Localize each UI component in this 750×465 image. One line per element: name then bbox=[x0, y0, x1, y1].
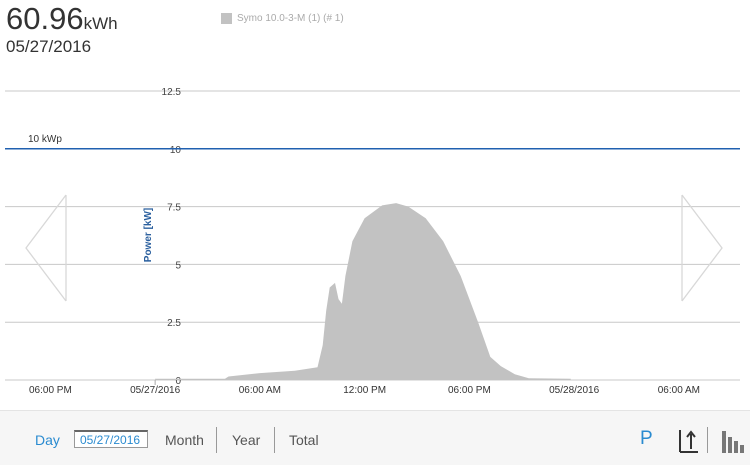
chart-legend[interactable]: Symo 10.0-3-M (1) (# 1) bbox=[221, 13, 344, 24]
peak-power-label: 10 kWp bbox=[28, 134, 62, 145]
bar-chart-icon bbox=[722, 431, 744, 453]
y-axis-label: Power [kW] bbox=[143, 208, 154, 262]
y-tick-label: 0 bbox=[175, 376, 181, 387]
previous-day-arrow[interactable] bbox=[24, 193, 68, 303]
chevron-right-icon bbox=[681, 194, 723, 302]
divider bbox=[707, 427, 708, 453]
power-chart: 0 2.5 5 7.5 10 12.5 10 kWp Power [kW] 06:00 P… bbox=[5, 87, 740, 396]
legend-label: Symo 10.0-3-M (1) (# 1) bbox=[237, 13, 344, 24]
x-tick-label: 05/27/2016 bbox=[130, 385, 180, 396]
x-tick-label: 06:00 AM bbox=[239, 385, 281, 396]
selected-date: 05/27/2016 bbox=[6, 37, 92, 56]
axis-scale-button[interactable] bbox=[677, 428, 699, 454]
next-day-arrow[interactable] bbox=[680, 193, 724, 303]
tab-month[interactable]: Month bbox=[165, 432, 204, 448]
energy-value: 60.96 bbox=[6, 1, 84, 36]
x-tick-label: 12:00 PM bbox=[343, 385, 386, 396]
power-view-button[interactable]: P bbox=[640, 428, 653, 449]
x-tick-label: 05/28/2016 bbox=[549, 385, 599, 396]
date-picker-input[interactable] bbox=[74, 430, 148, 448]
chevron-left-icon bbox=[25, 194, 67, 302]
tab-year[interactable]: Year bbox=[232, 432, 261, 448]
y-tick-label: 10 bbox=[170, 145, 182, 156]
y-tick-label: 12.5 bbox=[162, 87, 182, 98]
x-tick-label: 06:00 PM bbox=[29, 385, 72, 396]
divider bbox=[216, 427, 217, 453]
power-area bbox=[155, 203, 571, 380]
x-tick-label: 06:00 PM bbox=[448, 385, 491, 396]
y-tick-label: 5 bbox=[175, 260, 181, 271]
legend-swatch bbox=[221, 13, 232, 24]
period-toolbar: Day Month Year Total P bbox=[0, 410, 750, 465]
tab-day[interactable]: Day bbox=[35, 432, 60, 448]
tab-total[interactable]: Total bbox=[289, 432, 319, 448]
y-tick-label: 7.5 bbox=[167, 203, 181, 214]
energy-unit: kWh bbox=[83, 14, 118, 33]
chart-type-button[interactable] bbox=[720, 429, 748, 455]
divider bbox=[274, 427, 275, 453]
y-tick-label: 2.5 bbox=[167, 318, 181, 329]
energy-total: 60.96kWh bbox=[6, 2, 118, 36]
scale-axis-icon bbox=[679, 430, 698, 453]
x-tick-label: 06:00 AM bbox=[658, 385, 700, 396]
